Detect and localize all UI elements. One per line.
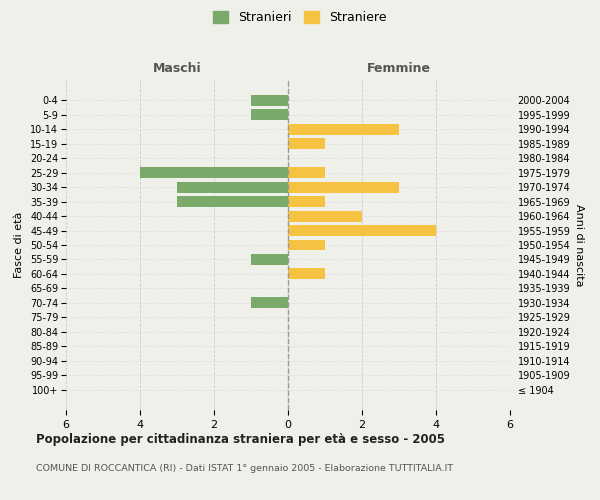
Bar <box>288 182 399 192</box>
Bar <box>140 168 288 178</box>
Text: Popolazione per cittadinanza straniera per età e sesso - 2005: Popolazione per cittadinanza straniera p… <box>36 432 445 446</box>
Bar <box>288 168 325 178</box>
Bar <box>288 196 325 207</box>
Bar <box>251 95 288 106</box>
Y-axis label: Anni di nascita: Anni di nascita <box>574 204 584 286</box>
Bar <box>288 124 399 135</box>
Bar <box>288 225 436 236</box>
Legend: Stranieri, Straniere: Stranieri, Straniere <box>208 6 392 29</box>
Text: Maschi: Maschi <box>152 62 202 75</box>
Bar <box>288 210 362 222</box>
Y-axis label: Fasce di età: Fasce di età <box>14 212 25 278</box>
Bar <box>288 138 325 149</box>
Bar <box>251 110 288 120</box>
Bar <box>251 254 288 265</box>
Bar <box>177 182 288 192</box>
Bar <box>288 268 325 280</box>
Text: Femmine: Femmine <box>367 62 431 75</box>
Text: COMUNE DI ROCCANTICA (RI) - Dati ISTAT 1° gennaio 2005 - Elaborazione TUTTITALIA: COMUNE DI ROCCANTICA (RI) - Dati ISTAT 1… <box>36 464 453 473</box>
Bar <box>177 196 288 207</box>
Bar <box>288 240 325 250</box>
Bar <box>251 298 288 308</box>
